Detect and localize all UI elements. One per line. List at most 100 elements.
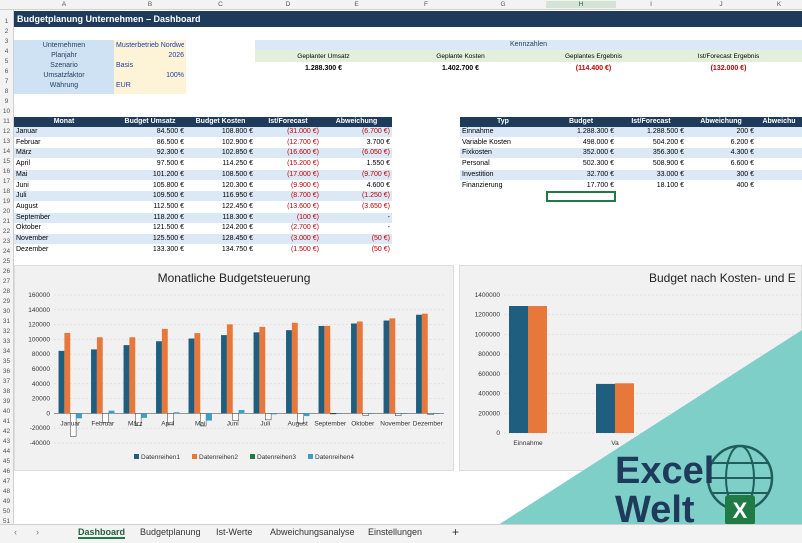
- table-cell[interactable]: 6.200 €: [730, 138, 754, 146]
- row-header-24[interactable]: 24: [2, 248, 11, 255]
- table-cell[interactable]: -: [387, 213, 390, 221]
- table-cell[interactable]: 33.000 €: [656, 170, 684, 178]
- table-cell[interactable]: 121.500 €: [152, 224, 184, 232]
- table-cell[interactable]: 498.000 €: [582, 138, 614, 146]
- table-cell[interactable]: 122.450 €: [221, 202, 253, 210]
- row-header-51[interactable]: 51: [2, 518, 11, 525]
- table-cell[interactable]: April: [16, 160, 31, 168]
- table-cell[interactable]: 108.500 €: [221, 170, 253, 178]
- settings-value[interactable]: 100%: [166, 72, 184, 79]
- sheet-tab[interactable]: Einstellungen: [368, 527, 423, 537]
- row-header-46[interactable]: 46: [2, 468, 11, 475]
- table-cell[interactable]: (3.650 €): [361, 202, 390, 210]
- table-cell[interactable]: 133.300 €: [152, 245, 184, 253]
- table-cell[interactable]: (50 €): [371, 235, 390, 242]
- table-cell[interactable]: November: [16, 235, 49, 242]
- table-cell[interactable]: 356.300 €: [652, 149, 684, 157]
- table-cell[interactable]: 18.100 €: [656, 181, 684, 189]
- table-cell[interactable]: Mai: [16, 170, 28, 178]
- table-cell[interactable]: (100 €): [296, 213, 319, 221]
- row-header-15[interactable]: 15: [2, 158, 11, 165]
- row-header-49[interactable]: 49: [2, 498, 11, 505]
- table-cell[interactable]: Juni: [16, 181, 29, 189]
- row-header-44[interactable]: 44: [2, 448, 11, 455]
- table-cell[interactable]: 116.950 €: [222, 192, 253, 200]
- row-header-26[interactable]: 26: [2, 268, 11, 275]
- row-header-7[interactable]: 7: [4, 78, 9, 85]
- table-cell[interactable]: September: [16, 213, 51, 221]
- row-header-22[interactable]: 22: [2, 228, 11, 235]
- table-cell[interactable]: 118.200 €: [153, 213, 184, 221]
- row-header-28[interactable]: 28: [2, 288, 11, 295]
- table-cell[interactable]: (9.700 €): [361, 170, 390, 178]
- table-cell[interactable]: 6.600 €: [730, 160, 754, 168]
- row-header-2[interactable]: 2: [4, 28, 9, 35]
- row-header-5[interactable]: 5: [4, 58, 9, 65]
- row-header-8[interactable]: 8: [4, 88, 9, 95]
- table-cell[interactable]: 108.800 €: [221, 128, 253, 135]
- row-header-19[interactable]: 19: [2, 198, 11, 205]
- column-header-J[interactable]: J: [719, 1, 723, 8]
- table-cell[interactable]: 32.700 €: [586, 170, 614, 178]
- row-header-48[interactable]: 48: [2, 488, 11, 495]
- row-header-41[interactable]: 41: [2, 418, 11, 425]
- table-cell[interactable]: (6.050 €): [361, 149, 390, 157]
- table-cell[interactable]: 97.500 €: [156, 160, 184, 168]
- row-header-34[interactable]: 34: [2, 348, 11, 355]
- column-header-F[interactable]: F: [424, 1, 428, 8]
- table-cell[interactable]: 504.200 €: [652, 138, 684, 146]
- row-header-32[interactable]: 32: [2, 328, 11, 335]
- row-header-6[interactable]: 6: [4, 68, 9, 75]
- row-header-20[interactable]: 20: [2, 208, 11, 215]
- table-cell[interactable]: 109.500 €: [152, 192, 184, 200]
- table-cell[interactable]: (2.700 €): [290, 224, 319, 232]
- row-header-23[interactable]: 23: [2, 238, 11, 245]
- table-cell[interactable]: 112.500 €: [153, 202, 184, 210]
- table-cell[interactable]: (31.000 €): [287, 128, 319, 135]
- table-cell[interactable]: 17.700 €: [586, 181, 614, 189]
- row-header-4[interactable]: 4: [4, 48, 9, 55]
- table-cell[interactable]: 105.800 €: [152, 181, 184, 189]
- column-header-I[interactable]: I: [650, 1, 652, 8]
- settings-value[interactable]: 2026: [168, 52, 184, 59]
- row-header-45[interactable]: 45: [2, 458, 11, 465]
- column-header-D[interactable]: D: [285, 1, 291, 8]
- table-cell[interactable]: 502.300 €: [582, 160, 614, 168]
- table-cell[interactable]: Februar: [16, 138, 41, 146]
- row-header-42[interactable]: 42: [2, 428, 11, 435]
- table-cell[interactable]: (3.000 €): [290, 235, 319, 242]
- table-cell[interactable]: 200 €: [736, 128, 754, 135]
- table-cell[interactable]: (9.900 €): [290, 181, 319, 189]
- row-header-18[interactable]: 18: [2, 188, 11, 195]
- table-cell[interactable]: 400 €: [736, 181, 754, 189]
- table-cell[interactable]: 101.200 €: [152, 170, 184, 178]
- column-header-C[interactable]: C: [218, 1, 223, 8]
- table-cell[interactable]: (1.500 €): [290, 245, 319, 253]
- table-cell[interactable]: Oktober: [16, 224, 41, 232]
- sheet-tab[interactable]: Budgetplanung: [140, 527, 201, 537]
- row-header-11[interactable]: 11: [3, 118, 10, 125]
- row-header-1[interactable]: 1: [4, 18, 9, 25]
- selected-cell[interactable]: [546, 191, 616, 202]
- row-header-40[interactable]: 40: [2, 408, 11, 415]
- table-cell[interactable]: Personal: [462, 160, 490, 168]
- row-header-3[interactable]: 3: [4, 38, 9, 45]
- row-header-12[interactable]: 12: [2, 128, 11, 135]
- table-cell[interactable]: 4.300 €: [730, 149, 754, 157]
- row-header-33[interactable]: 33: [2, 338, 11, 345]
- monthly-chart-panel[interactable]: [14, 265, 454, 471]
- table-cell[interactable]: (8.700 €): [290, 192, 319, 200]
- table-cell[interactable]: 128.450 €: [221, 235, 253, 242]
- row-header-17[interactable]: 17: [2, 178, 11, 185]
- monthly-budget-chart[interactable]: Monatliche Budgetsteuerung 160000 140000 12…: [14, 265, 454, 471]
- table-cell[interactable]: -: [387, 224, 390, 232]
- table-cell[interactable]: 3.700 €: [366, 138, 390, 146]
- column-header-A[interactable]: A: [61, 1, 67, 8]
- column-header-H[interactable]: H: [546, 1, 616, 8]
- column-header-G[interactable]: G: [500, 1, 506, 8]
- table-cell[interactable]: 1.288.300 €: [577, 128, 614, 135]
- category-budget-chart[interactable]: Budget nach Kosten- und E 1400000 1200000 1…: [459, 265, 802, 471]
- row-header-35[interactable]: 35: [2, 358, 11, 365]
- prev-sheet-icon[interactable]: ‹: [14, 527, 17, 537]
- column-header-B[interactable]: B: [147, 1, 153, 8]
